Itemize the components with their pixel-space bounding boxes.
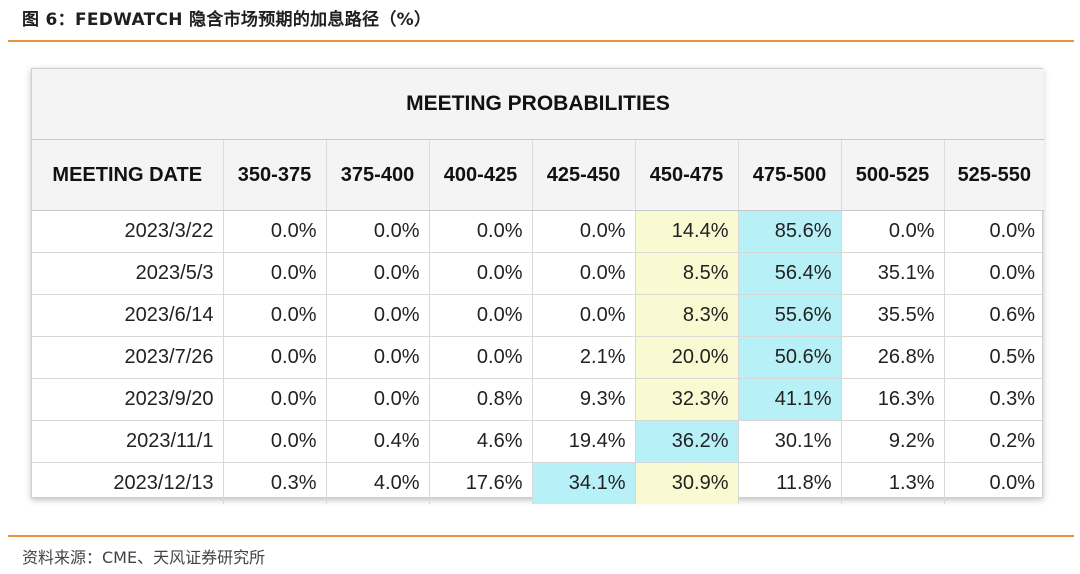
probability-cell: 14.4% [634, 210, 738, 253]
column-header: 525-550 [943, 139, 1045, 211]
column-header: 400-425 [428, 139, 532, 211]
meeting-date-cell: 2023/11/1 [32, 420, 223, 463]
probability-cell: 0.0% [531, 294, 635, 337]
probability-cell: 0.0% [531, 210, 635, 253]
probability-cell: 26.8% [840, 336, 944, 379]
table-row: 2023/7/26 0.0% 0.0% 0.0% 2.1% 20.0% 50.6% 26.8%… [32, 336, 1045, 379]
probability-cell: 0.0% [943, 210, 1045, 253]
probability-cell: 0.0% [222, 378, 326, 421]
probability-cell: 30.1% [737, 420, 841, 463]
meeting-date-cell: 2023/5/3 [32, 252, 223, 295]
probability-cell: 0.0% [325, 210, 429, 253]
probability-cell: 0.0% [840, 210, 944, 253]
probability-cell: 0.3% [943, 378, 1045, 421]
table-row: 2023/3/22 0.0% 0.0% 0.0% 0.0% 14.4% 85.6% 0.0% 0… [32, 210, 1045, 253]
probability-cell: 0.0% [222, 252, 326, 295]
probability-cell: 8.5% [634, 252, 738, 295]
meeting-probabilities-table: MEETING PROBABILITIES MEETING DATE 350-3… [32, 69, 1045, 504]
probability-cell: 0.3% [222, 462, 326, 504]
probability-cell: 4.6% [428, 420, 532, 463]
probability-table-frame: MEETING PROBABILITIES MEETING DATE 350-3… [31, 68, 1045, 504]
probability-cell: 0.5% [943, 336, 1045, 379]
probability-cell: 36.2% [634, 420, 738, 463]
column-header: 350-375 [222, 139, 326, 211]
table-row: 2023/9/20 0.0% 0.0% 0.8% 9.3% 32.3% 41.1% 16.3%… [32, 378, 1045, 421]
probability-cell: 0.6% [943, 294, 1045, 337]
probability-cell: 50.6% [737, 336, 841, 379]
probability-cell: 0.0% [428, 210, 532, 253]
column-header: MEETING DATE [32, 139, 223, 211]
meeting-date-cell: 2023/3/22 [124, 220, 214, 242]
probability-cell: 19.4% [531, 420, 635, 463]
probability-cell: 34.1% [531, 462, 635, 504]
table-row: 2023/11/1 0.0% 0.4% 4.6% 19.4% 36.2% 30.1% 9.2%… [32, 420, 1045, 463]
probability-cell: 0.0% [428, 336, 532, 379]
probability-cell: 56.4% [737, 252, 841, 295]
probability-cell: 0.0% [222, 210, 326, 253]
probability-cell: 16.3% [840, 378, 944, 421]
probability-cell: 9.2% [840, 420, 944, 463]
table-row: 2023/5/3 0.0% 0.0% 0.0% 0.0% 8.5% 56.4% 35.1% 0.… [32, 252, 1045, 295]
probability-cell: 17.6% [428, 462, 532, 504]
probability-cell: 8.3% [634, 294, 738, 337]
probability-cell: 55.6% [737, 294, 841, 337]
bottom-divider [8, 535, 1074, 537]
probability-cell: 0.0% [325, 378, 429, 421]
probability-cell: 0.0% [222, 420, 326, 463]
probability-cell: 0.8% [428, 378, 532, 421]
probability-cell: 0.2% [943, 420, 1045, 463]
probability-cell: 32.3% [634, 378, 738, 421]
probability-cell: 0.0% [222, 336, 326, 379]
source-note: 资料来源：CME、天风证券研究所 [22, 548, 266, 567]
column-header-row: MEETING DATE 350-375 375-400 400-425 425… [32, 139, 1045, 211]
probability-cell: 0.0% [943, 462, 1045, 504]
probability-cell: 9.3% [531, 378, 635, 421]
probability-cell: 0.0% [943, 252, 1045, 295]
probability-cell: 0.0% [222, 294, 326, 337]
table-row: 2023/12/13 0.3% 4.0% 17.6% 34.1% 30.9% 11.8% 1.… [32, 462, 1045, 504]
column-header: 425-450 [531, 139, 635, 211]
probability-cell: 85.6% [737, 210, 841, 253]
probability-cell: 35.5% [840, 294, 944, 337]
probability-cell: 41.1% [737, 378, 841, 421]
probability-cell: 0.0% [325, 294, 429, 337]
probability-cell: 20.0% [634, 336, 738, 379]
meeting-date-cell: 2023/9/20 [32, 378, 223, 421]
probability-cell: 11.8% [737, 462, 841, 504]
figure-title: 图 6：FEDWATCH 隐含市场预期的加息路径（%） [22, 10, 432, 30]
table-body: 2023/3/22 0.0% 0.0% 0.0% 0.0% 14.4% 85.6% 0.0% 0… [32, 210, 1045, 504]
column-header: 475-500 [737, 139, 841, 211]
table-title: MEETING PROBABILITIES [32, 69, 1045, 140]
probability-cell: 0.0% [428, 252, 532, 295]
probability-cell: 1.3% [840, 462, 944, 504]
probability-cell: 4.0% [325, 462, 429, 504]
probability-cell: 2.1% [531, 336, 635, 379]
meeting-date-cell: 2023/12/13 [32, 462, 223, 504]
probability-cell: 0.0% [428, 294, 532, 337]
probability-cell: 0.0% [325, 336, 429, 379]
meeting-date-cell: 2023/7/26 [32, 336, 223, 379]
column-header: 450-475 [634, 139, 738, 211]
probability-cell: 35.1% [840, 252, 944, 295]
column-header: 500-525 [840, 139, 944, 211]
probability-cell: 0.0% [325, 252, 429, 295]
meeting-date-cell: 2023/6/14 [32, 294, 223, 337]
probability-cell: 0.0% [531, 252, 635, 295]
table-row: 2023/6/14 0.0% 0.0% 0.0% 0.0% 8.3% 55.6% 35.5% 0… [32, 294, 1045, 337]
probability-cell: 0.4% [325, 420, 429, 463]
probability-cell: 30.9% [634, 462, 738, 504]
column-header: 375-400 [325, 139, 429, 211]
top-divider [8, 40, 1074, 42]
